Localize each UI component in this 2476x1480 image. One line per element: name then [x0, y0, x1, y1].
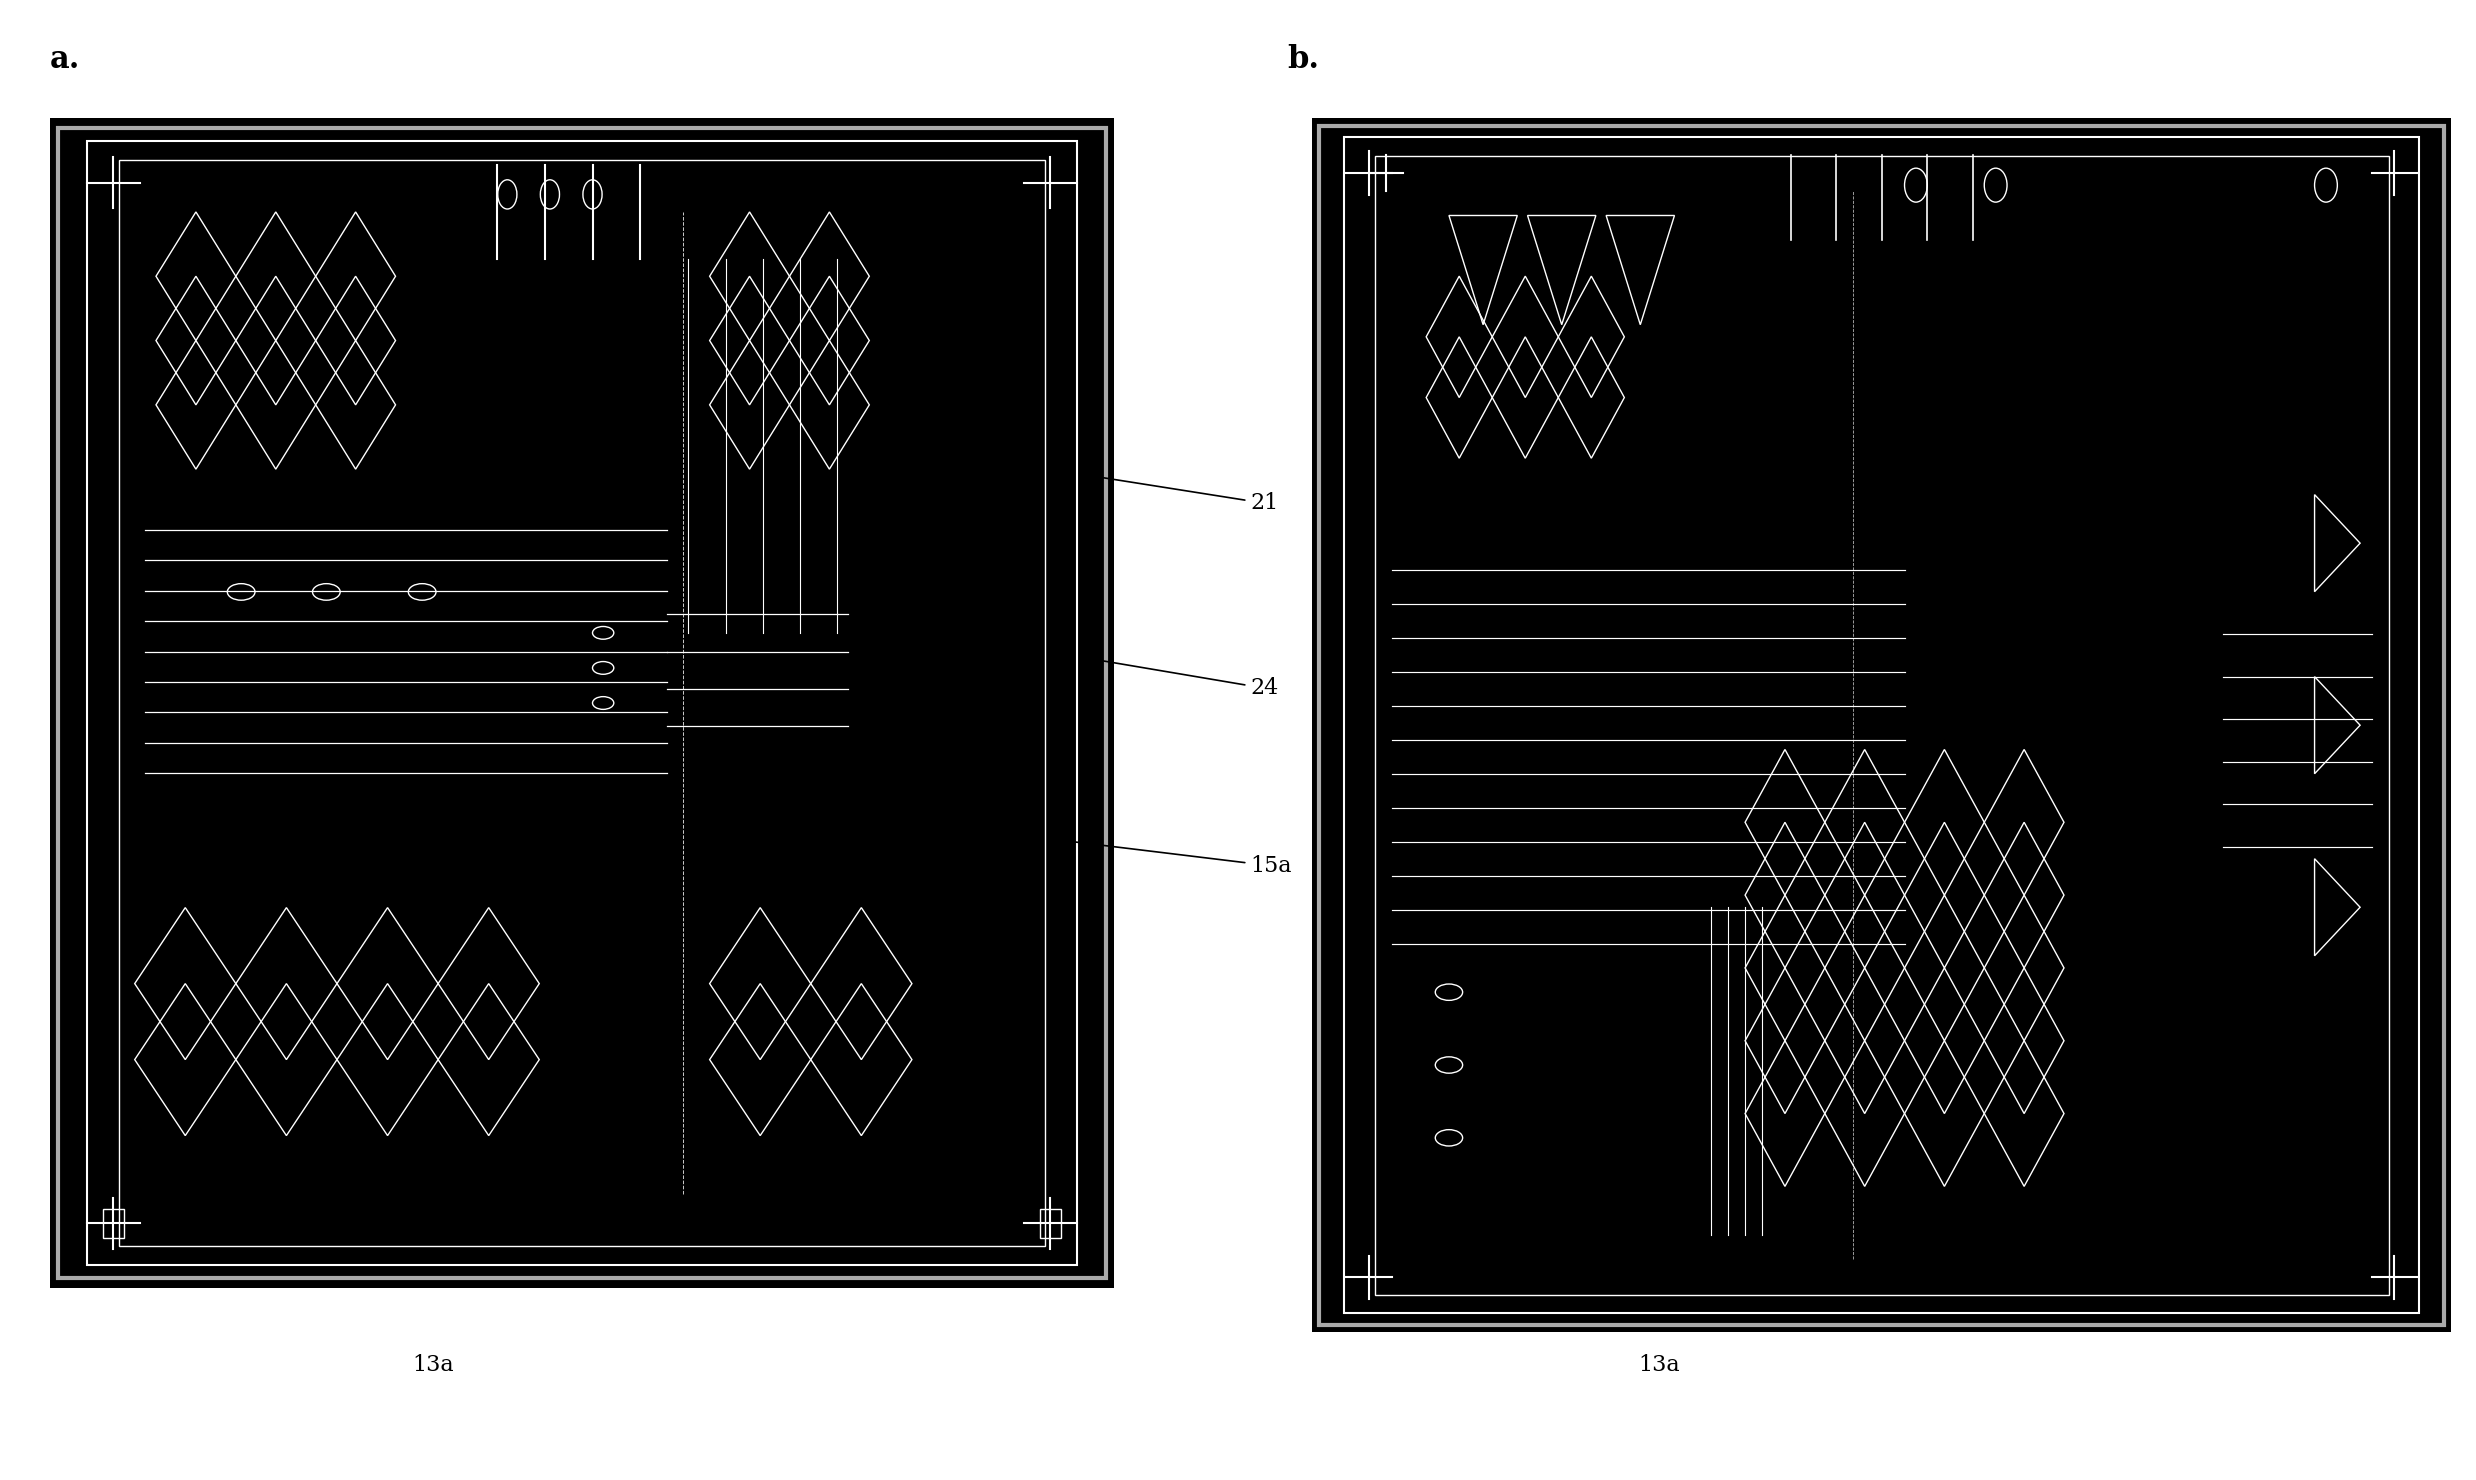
Bar: [57, 127, 1107, 1279]
Bar: [104, 1209, 124, 1237]
Text: b.: b.: [1288, 44, 1320, 75]
Bar: [119, 160, 1045, 1246]
Bar: [1374, 155, 2389, 1295]
Bar: [1320, 126, 2444, 1325]
Bar: [1312, 118, 2451, 1332]
Text: 13a: 13a: [413, 1354, 453, 1376]
Text: 24: 24: [1092, 659, 1278, 699]
Bar: [50, 118, 1114, 1288]
Text: 21: 21: [1080, 474, 1278, 514]
Text: 15a: 15a: [1030, 836, 1292, 876]
Bar: [1040, 1209, 1060, 1237]
Bar: [1344, 138, 2419, 1313]
Text: a.: a.: [50, 44, 79, 75]
Bar: [87, 141, 1077, 1265]
Text: 13a: 13a: [1639, 1354, 1679, 1376]
